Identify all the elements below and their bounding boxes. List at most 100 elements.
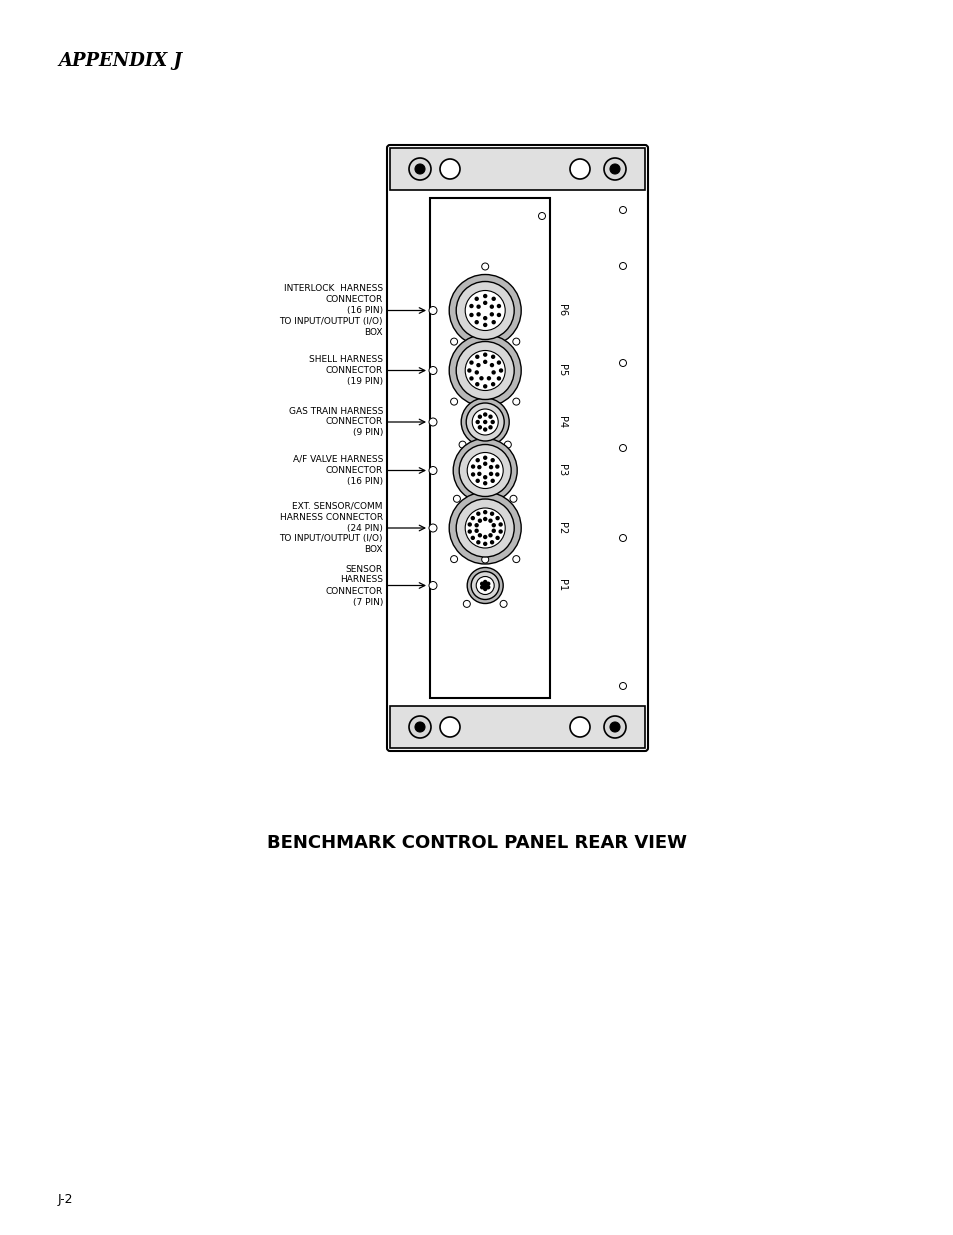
Bar [390,706,644,748]
FancyBboxPatch shape [387,144,647,751]
Bar [390,148,644,190]
Circle shape [603,158,625,180]
Circle shape [489,312,494,316]
Circle shape [474,320,478,325]
Circle shape [429,582,436,589]
Circle shape [481,263,488,270]
Circle shape [465,290,505,331]
Circle shape [489,363,494,367]
Text: SHELL HARNESS: SHELL HARNESS [309,354,382,364]
Text: CONNECTOR: CONNECTOR [325,587,382,595]
Text: A/F VALVE HARNESS: A/F VALVE HARNESS [293,454,382,464]
Circle shape [466,403,504,441]
Circle shape [469,312,473,317]
Circle shape [482,294,487,298]
Circle shape [456,499,514,557]
Circle shape [478,377,483,380]
Circle shape [450,556,457,563]
Circle shape [475,479,479,483]
Circle shape [618,445,626,452]
Circle shape [491,296,496,301]
Circle shape [481,387,488,394]
Circle shape [489,305,494,309]
Text: CONNECTOR: CONNECTOR [325,366,382,375]
Bar [430,198,550,698]
Circle shape [609,164,619,174]
Text: HARNESS CONNECTOR: HARNESS CONNECTOR [279,513,382,521]
Text: BENCHMARK CONTROL PANEL REAR VIEW: BENCHMARK CONTROL PANEL REAR VIEW [267,834,686,852]
Circle shape [513,338,519,345]
Circle shape [569,718,589,737]
Circle shape [467,368,471,373]
Text: HARNESS: HARNESS [339,576,382,584]
Text: (7 PIN): (7 PIN) [353,598,382,606]
Circle shape [497,522,502,526]
Circle shape [482,516,487,521]
Circle shape [429,417,436,426]
Text: P6: P6 [557,305,566,316]
Text: (9 PIN): (9 PIN) [353,429,382,437]
Circle shape [456,342,514,399]
Text: (19 PIN): (19 PIN) [347,377,382,387]
Circle shape [489,511,494,516]
Circle shape [495,472,499,477]
Text: P3: P3 [557,464,566,477]
Text: P2: P2 [557,522,566,534]
Circle shape [618,683,626,689]
Circle shape [465,351,505,390]
Circle shape [510,495,517,503]
Text: INTERLOCK  HARNESS: INTERLOCK HARNESS [284,284,382,293]
Circle shape [497,304,500,309]
Circle shape [415,164,424,174]
Circle shape [467,568,502,604]
Circle shape [429,306,436,315]
Circle shape [429,524,436,532]
Circle shape [491,320,496,325]
Circle shape [482,579,487,584]
Circle shape [491,522,496,527]
Circle shape [482,456,487,459]
Circle shape [450,338,457,345]
Circle shape [488,472,493,475]
Circle shape [486,377,491,380]
Circle shape [477,519,481,522]
Circle shape [491,529,496,534]
Circle shape [474,522,478,527]
Circle shape [476,312,480,316]
Circle shape [458,441,466,448]
Circle shape [439,718,459,737]
Circle shape [476,577,494,594]
Circle shape [618,206,626,214]
Text: BOX: BOX [364,329,382,337]
Circle shape [475,420,479,424]
Circle shape [485,582,490,585]
Circle shape [495,464,499,469]
Text: TO INPUT/OUTPUT (I/O): TO INPUT/OUTPUT (I/O) [279,535,382,543]
Circle shape [463,600,470,608]
Circle shape [490,420,495,424]
Circle shape [474,529,478,534]
Circle shape [409,716,431,739]
Circle shape [429,467,436,474]
Circle shape [449,492,520,564]
Circle shape [513,398,519,405]
Circle shape [439,159,459,179]
Circle shape [481,556,488,563]
Circle shape [472,409,497,435]
Circle shape [497,377,500,380]
Text: (16 PIN): (16 PIN) [347,477,382,487]
Circle shape [537,212,545,220]
Text: P5: P5 [557,364,566,377]
Circle shape [618,359,626,367]
Circle shape [458,445,511,496]
Circle shape [476,305,480,309]
Circle shape [495,516,499,520]
Text: P4: P4 [557,416,566,429]
Circle shape [481,324,488,330]
Circle shape [477,415,481,419]
Circle shape [471,472,475,477]
Circle shape [477,534,481,537]
Circle shape [469,377,474,380]
Circle shape [609,722,619,732]
Circle shape [471,572,498,599]
